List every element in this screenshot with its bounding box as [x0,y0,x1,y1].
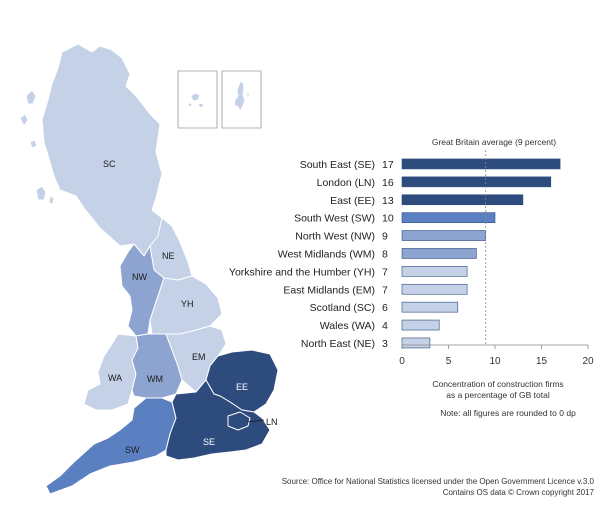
bar-0 [401,158,561,170]
orkney-islands [187,92,205,109]
source-line-1: Source: Office for National Statistics l… [281,477,594,486]
category-label-9: Wales (WA) [320,320,375,332]
value-label-0: 17 [382,159,394,171]
label-se: SE [203,437,215,447]
value-label-2: 13 [382,195,394,207]
bar-6 [401,266,468,277]
category-label-5: West Midlands (WM) [278,248,375,260]
bar-4 [401,230,486,241]
bar-9 [401,319,440,331]
bar-5 [401,248,477,259]
regional-map: SC NE NW YH WA WM EM EE LN SE SW [19,43,279,495]
region-wm [131,333,183,399]
source-line-2: Contains OS data © Crown copyright 2017 [442,488,594,497]
label-nw: NW [132,272,147,282]
label-ne: NE [162,251,175,261]
label-sw: SW [125,445,140,455]
category-label-0: South East (SE) [300,159,375,171]
value-label-3: 10 [382,213,394,225]
x-tick-label-4: 20 [582,356,594,367]
value-label-7: 7 [382,284,388,296]
label-sc: SC [103,159,116,169]
orkney-inset-box [177,70,218,129]
x-tick-label-3: 15 [536,356,548,367]
value-label-4: 9 [382,231,388,243]
category-label-3: South West (SW) [294,213,375,225]
region-se [165,379,271,461]
x-tick-label-2: 10 [489,356,501,367]
value-label-6: 7 [382,266,388,278]
bar-3 [401,212,496,223]
bar-2 [401,194,524,206]
category-label-7: East Midlands (EM) [283,284,375,296]
bar-7 [401,283,468,295]
x-axis-title-line1: Concentration of construction firms [432,379,563,389]
reference-line-label: Great Britain average (9 percent) [432,137,556,147]
label-ee: EE [236,382,248,392]
bar-1 [401,176,552,188]
category-label-2: East (EE) [330,195,375,207]
shetland-inset-box [221,70,262,129]
x-axis-title-line2: as a percentage of GB total [446,390,550,400]
bar-10 [401,337,431,349]
category-label-4: North West (NW) [295,231,375,243]
shetland-islands [233,81,250,112]
category-label-1: London (LN) [317,177,375,189]
value-label-10: 3 [382,338,388,350]
bar-8 [401,301,459,313]
chart-note: Note: all figures are rounded to 0 dp [440,408,576,418]
region-ln [227,411,251,431]
source-note: Source: Office for National Statistics l… [282,476,594,498]
london-leader-line [246,419,265,423]
value-label-9: 4 [382,320,388,332]
x-tick-label-1: 5 [446,356,452,367]
category-label-10: North East (NE) [301,338,375,350]
label-wa: WA [108,373,122,383]
label-em: EM [192,352,206,362]
value-label-5: 8 [382,248,388,260]
label-wm: WM [147,374,163,384]
category-label-6: Yorkshire and the Humber (YH) [229,266,375,278]
label-ln: LN [266,417,278,427]
value-label-1: 16 [382,177,394,189]
x-tick-label-0: 0 [399,356,405,367]
category-label-8: Scotland (SC) [310,302,375,314]
region-sc-islands [19,89,55,205]
value-label-8: 6 [382,302,388,314]
label-yh: YH [181,299,194,309]
